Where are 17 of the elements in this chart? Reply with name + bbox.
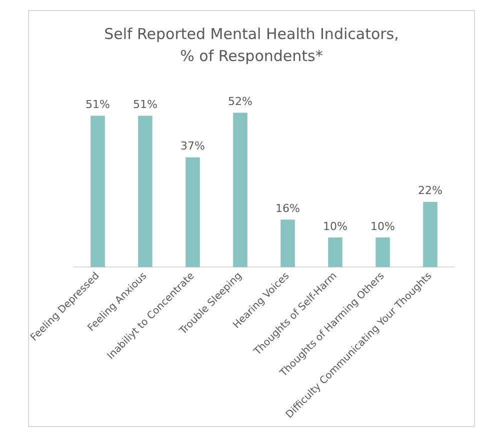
data-label: 51% <box>133 98 158 112</box>
chart-title: Self Reported Mental Health Indicators, % of Respondents* <box>103 24 400 67</box>
bar <box>233 112 248 268</box>
bar <box>423 202 438 268</box>
bar <box>376 238 390 268</box>
data-label: 10% <box>370 220 395 233</box>
bar <box>90 116 105 268</box>
bar <box>186 157 200 268</box>
bar <box>328 238 342 268</box>
data-label: 22% <box>418 184 442 198</box>
data-label: 10% <box>323 220 348 233</box>
bar <box>280 220 295 268</box>
data-label: 16% <box>276 202 300 216</box>
bar <box>138 116 152 268</box>
data-label: 52% <box>228 95 252 108</box>
data-label: 51% <box>86 98 110 112</box>
data-label: 37% <box>180 140 205 153</box>
